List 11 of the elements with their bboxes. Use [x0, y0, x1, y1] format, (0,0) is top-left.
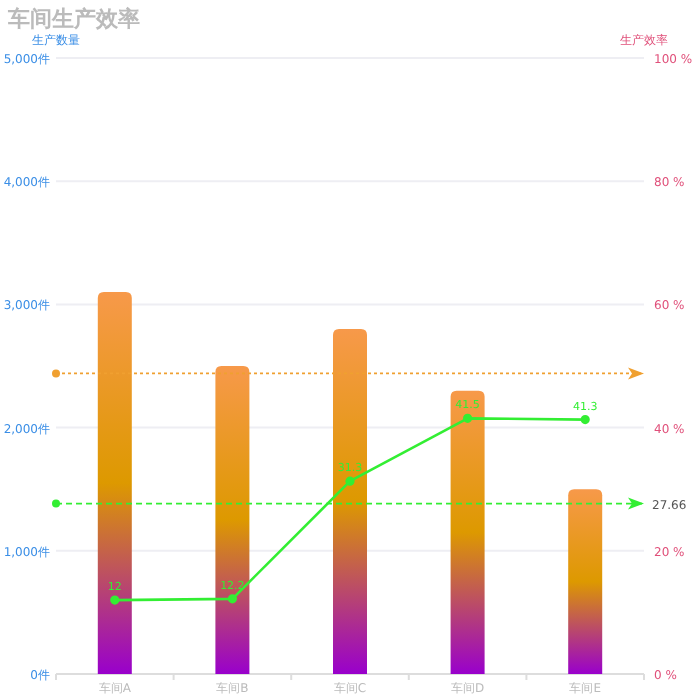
point — [110, 595, 120, 605]
bar — [450, 390, 485, 674]
point — [345, 476, 355, 486]
point — [227, 594, 237, 604]
bar — [568, 489, 603, 674]
bar — [97, 292, 132, 674]
point — [463, 413, 473, 423]
chart-title: 车间生产效率 — [6, 6, 140, 32]
bar — [215, 366, 250, 674]
bar — [333, 329, 367, 674]
point — [580, 414, 590, 425]
